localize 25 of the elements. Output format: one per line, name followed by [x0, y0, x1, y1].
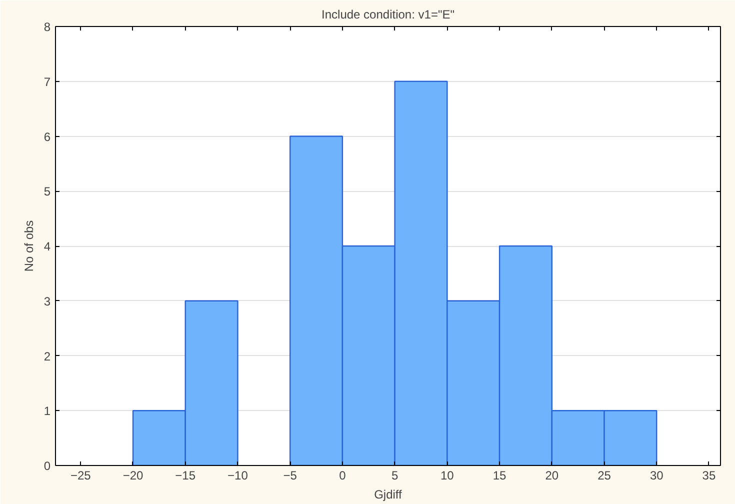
x-tick-label: 25: [598, 468, 612, 482]
x-tick-label: −20: [122, 468, 144, 482]
y-axis-title: No of obs: [22, 220, 36, 272]
y-tick-label: 7: [44, 74, 51, 89]
x-tick-label: −5: [283, 468, 298, 482]
y-tick-label: 4: [44, 240, 51, 254]
x-tick-label: 0: [339, 468, 346, 482]
y-tick-label: 8: [44, 20, 51, 34]
x-tick-label: 15: [492, 468, 507, 482]
y-tick-label: 6: [44, 130, 51, 144]
chart-title: Include condition: v1="E": [322, 8, 454, 22]
y-tick-label: 5: [44, 184, 51, 199]
y-tick-label: 0: [44, 459, 51, 473]
x-tick-label: −10: [228, 468, 248, 482]
x-tick-label: −15: [175, 468, 196, 482]
x-tick-label: −25: [70, 468, 92, 482]
x-tick-label: 10: [440, 468, 454, 482]
x-axis-title: Gjdiff: [374, 488, 403, 502]
x-tick-label: 20: [545, 468, 559, 482]
x-tick-label: 5: [391, 468, 398, 482]
x-tick-label: 30: [650, 468, 664, 482]
y-tick-label: 1: [44, 404, 51, 418]
y-tick-label: 2: [44, 349, 51, 364]
y-tick-label: 3: [44, 294, 51, 308]
x-tick-label: 35: [702, 468, 716, 482]
